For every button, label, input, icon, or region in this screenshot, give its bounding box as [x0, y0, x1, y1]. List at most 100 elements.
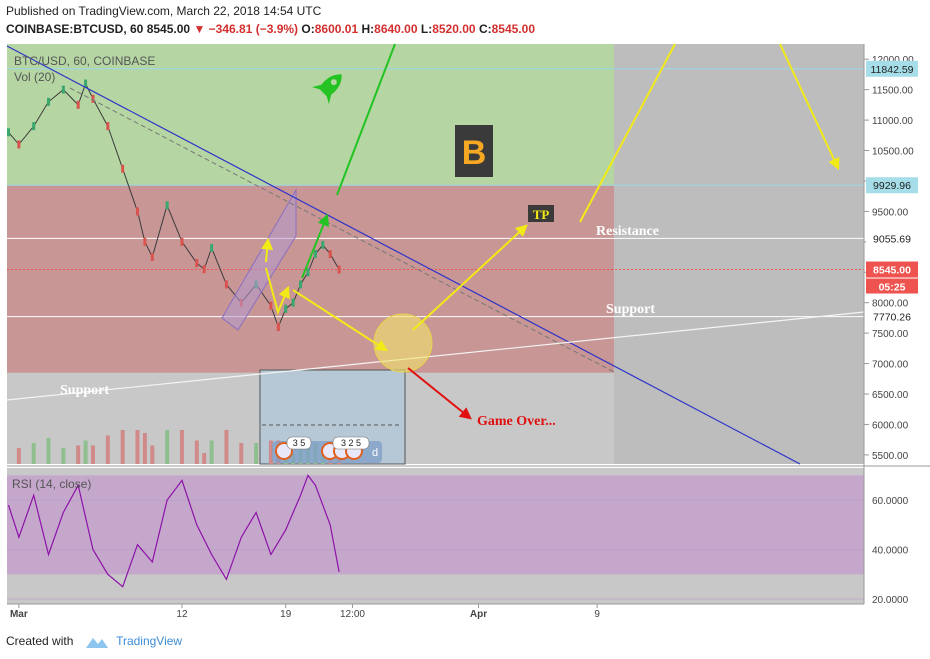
- price-point: [306, 268, 310, 277]
- volume-bar: [46, 438, 51, 464]
- high-value: 8640.00: [374, 22, 418, 36]
- events-b: 3 2 5: [341, 438, 361, 448]
- price-point: [61, 85, 65, 94]
- arrow-small-up: [261, 237, 274, 263]
- price-tick-label: 5500.00: [872, 451, 909, 462]
- time-tick-label: 12:00: [340, 609, 365, 620]
- price-point: [180, 237, 184, 246]
- volume-bar: [120, 430, 125, 464]
- price-point: [150, 253, 154, 262]
- price-point: [321, 240, 325, 249]
- volume-bar: [239, 443, 244, 464]
- volume-bar: [83, 440, 88, 464]
- price-change: ▼ −346.81 (−3.9%): [193, 22, 299, 36]
- price-points: [6, 79, 341, 332]
- price-point: [143, 237, 147, 246]
- volume-bar: [254, 443, 259, 464]
- price-point: [6, 128, 10, 137]
- price-tick-label: 12000.00: [872, 55, 914, 66]
- rsi-tick-label: 60.0000: [872, 496, 909, 507]
- volume-bar: [268, 440, 273, 464]
- support-label-right: Support: [606, 302, 655, 317]
- volume-bar: [135, 430, 140, 464]
- tradingview-brand: TradingView: [116, 634, 183, 648]
- level-label: 11842.59: [870, 64, 913, 76]
- pane-title: BTC/USD, 60, COINBASE: [14, 54, 155, 68]
- volume-bar: [142, 433, 147, 464]
- price-tick-label: 8000.00: [872, 299, 909, 310]
- rsi-label: RSI (14, close): [12, 477, 91, 491]
- volume-bar: [76, 445, 81, 464]
- low-value: 8520.00: [432, 22, 476, 36]
- price-point: [121, 164, 125, 173]
- price-point: [224, 280, 228, 289]
- price-point: [299, 280, 303, 289]
- arrow-up-to-tp: [412, 224, 528, 331]
- price-tick-label: 7500.00: [872, 329, 909, 340]
- price-tick-label: 6000.00: [872, 420, 909, 431]
- close-value: 8545.00: [491, 22, 535, 36]
- time-tick-label: Apr: [470, 609, 487, 620]
- level-label: 7770.26: [873, 312, 911, 324]
- economic-events[interactable]: 3 5 3 2 5 d: [272, 436, 382, 463]
- future-pane-bg: [614, 44, 864, 464]
- level-label: 8545.00: [873, 265, 911, 277]
- price-point: [337, 265, 341, 274]
- price-point: [91, 94, 95, 103]
- tradingview-logo-icon: [85, 637, 108, 648]
- price-tick-label: 11500.00: [872, 86, 913, 97]
- ascending-support-line: [6, 311, 865, 401]
- price-point: [84, 79, 88, 88]
- arrow-down-right: [779, 43, 840, 171]
- game-over-label: Game Over...: [477, 414, 556, 429]
- red-arrow-game-over: [407, 367, 472, 420]
- symbol-line: COINBASE:BTCUSD, 60 8545.00 ▼ −346.81 (−…: [6, 22, 535, 36]
- events-bubble: [332, 436, 370, 450]
- created-with: Created with: [6, 634, 74, 648]
- volume-bar: [16, 448, 21, 464]
- level-badge: [866, 308, 918, 325]
- green-arrow-long: [336, 43, 396, 196]
- price-tick-label: 6500.00: [872, 390, 909, 401]
- price-point: [17, 140, 21, 149]
- price-point: [328, 250, 332, 258]
- volume-bar: [61, 448, 66, 464]
- price-point: [313, 250, 317, 258]
- rsi-axis: 20.0000 40.0000 60.0000: [872, 496, 909, 606]
- volume-bar: [209, 440, 214, 464]
- level-badge: [866, 230, 918, 247]
- arrow-up-resistance: [579, 43, 676, 223]
- resistance-label: Resistance: [596, 224, 659, 239]
- volume-bar: [194, 440, 199, 464]
- rsi-line: [7, 474, 340, 588]
- volume-bar: [150, 445, 155, 464]
- rsi-tick-label: 20.0000: [872, 595, 909, 606]
- green-arrow-short: [301, 213, 329, 279]
- price-axis: 5500.00 6000.00 6500.00 7000.00 7500.00 8000.…: [864, 55, 914, 462]
- symbol: COINBASE:BTCUSD, 60: [6, 22, 144, 36]
- level-badge: [866, 177, 918, 194]
- price-point: [135, 207, 139, 216]
- high-label: H:: [361, 22, 375, 36]
- price-point: [32, 122, 36, 131]
- rsi-tick-label: 40.0000: [872, 546, 909, 557]
- volume-bar: [31, 443, 36, 464]
- support-label-left: Support: [60, 383, 109, 398]
- events-a: 3 5: [293, 438, 306, 448]
- volume-bar: [90, 445, 95, 464]
- published-line: Published on TradingView.com, March 22, …: [6, 4, 322, 18]
- close-label: C:: [478, 22, 492, 36]
- volume-bar: [224, 430, 229, 464]
- open-label: O:: [301, 22, 315, 36]
- target-circle: [373, 313, 433, 373]
- red-zone: [7, 185, 614, 373]
- tp-badge: [528, 205, 554, 222]
- price-point: [165, 201, 169, 210]
- last-price: 8545.00: [146, 22, 191, 36]
- volume-bar: [105, 435, 110, 464]
- price-point: [195, 259, 199, 268]
- level-lines: [7, 68, 864, 318]
- rsi-grid: [7, 499, 864, 600]
- ascending-channel: [221, 188, 297, 331]
